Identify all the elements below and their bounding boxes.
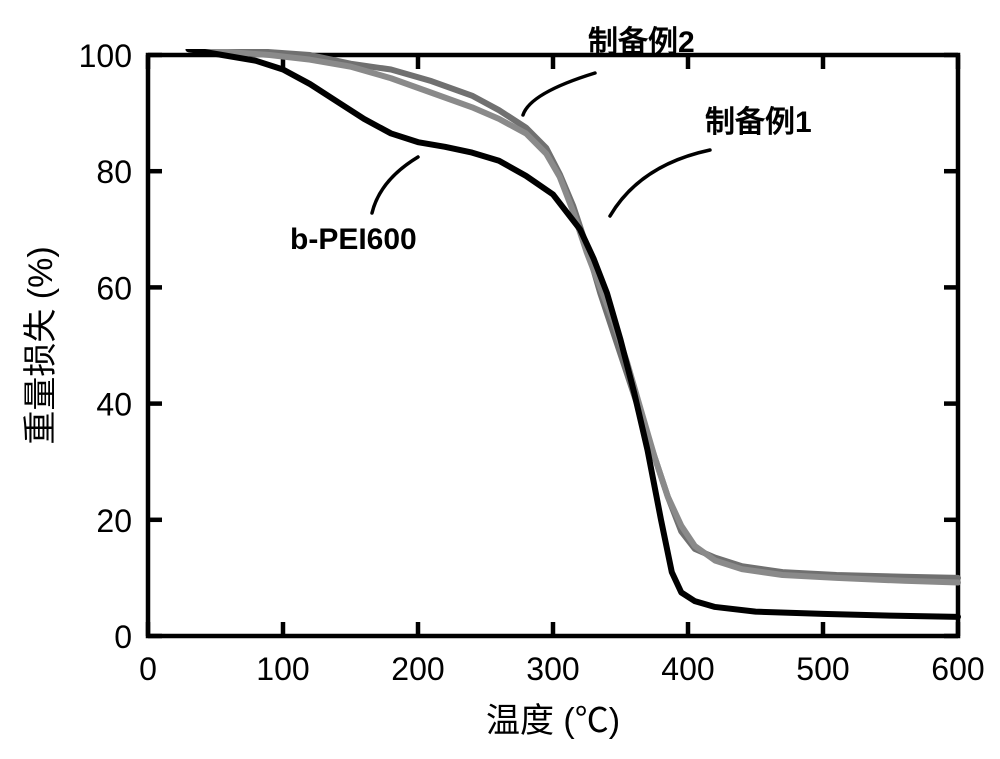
x-tick-label: 600: [931, 651, 984, 687]
tga-chart: 0 100 200 300 400 500 600 0 20 40 60 80 100 温度 (℃) 重量损…: [0, 0, 1000, 759]
x-axis-label: 温度 (℃): [486, 702, 620, 740]
x-tick-label: 500: [796, 651, 849, 687]
y-tick-label: 0: [114, 619, 132, 655]
x-tick-label: 400: [661, 651, 714, 687]
y-tick-label: 60: [96, 270, 132, 306]
label-prep2: 制备例2: [588, 25, 695, 59]
y-tick-label: 40: [96, 387, 132, 423]
chart-svg: 0 100 200 300 400 500 600 0 20 40 60 80 100 温度 (℃) 重量损…: [0, 0, 1000, 759]
y-tick-label: 100: [79, 38, 132, 74]
y-tick-label: 20: [96, 503, 132, 539]
y-tick-label: 80: [96, 154, 132, 190]
x-tick-label: 0: [139, 651, 157, 687]
x-tick-label: 100: [256, 651, 309, 687]
y-axis-label: 重量损失 (%): [22, 246, 60, 444]
x-tick-label: 300: [526, 651, 579, 687]
label-bpei: b-PEI600: [290, 223, 417, 256]
label-prep1: 制备例1: [705, 105, 812, 139]
x-tick-label: 200: [391, 651, 444, 687]
